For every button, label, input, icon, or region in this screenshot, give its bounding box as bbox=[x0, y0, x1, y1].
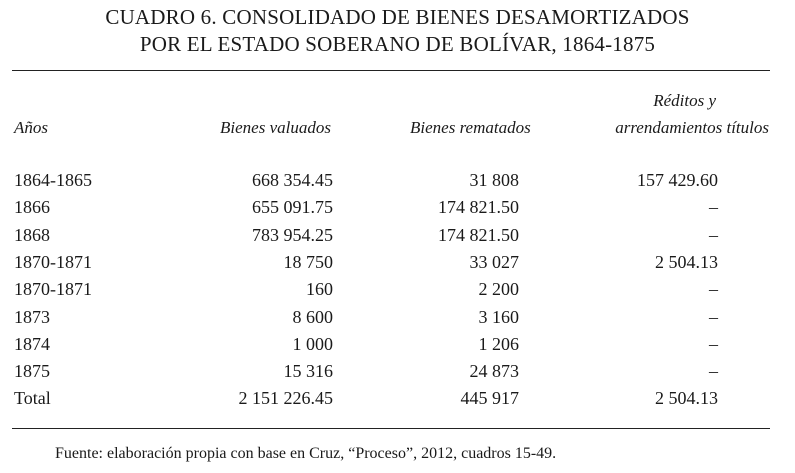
cell-bienes-valuados: 160 bbox=[306, 279, 333, 299]
cell-reditos: – bbox=[709, 334, 718, 354]
top-rule bbox=[12, 70, 770, 71]
cell-reditos: 157 429.60 bbox=[637, 170, 718, 190]
cell-bienes-rematados: 1 206 bbox=[478, 334, 520, 354]
cell-reditos: – bbox=[709, 225, 718, 245]
cell-bienes-rematados: 24 873 bbox=[469, 361, 520, 381]
cell-reditos: – bbox=[709, 197, 718, 217]
cell-bienes-valuados: 1 000 bbox=[292, 334, 334, 354]
cell-reditos: 2 504.13 bbox=[655, 388, 718, 408]
table-title-line-2: POR EL ESTADO SOBERANO DE BOLÍVAR, 1864-… bbox=[139, 32, 656, 56]
cell-bienes-valuados: 18 750 bbox=[283, 252, 334, 272]
cell-reditos: – bbox=[709, 279, 718, 299]
cell-bienes-rematados: 3 160 bbox=[478, 307, 520, 327]
header-reditos-line-1: Réditos y bbox=[653, 91, 716, 110]
cell-bienes-rematados: 174 821.50 bbox=[438, 225, 519, 245]
cell-year: 1870-1871 bbox=[14, 252, 92, 272]
cell-year: 1864-1865 bbox=[14, 170, 92, 190]
cell-bienes-valuados: 668 354.45 bbox=[252, 170, 333, 190]
cell-year: 1874 bbox=[14, 334, 50, 354]
cell-bienes-rematados: 2 200 bbox=[478, 279, 520, 299]
source-note: Fuente: elaboración propia con base en C… bbox=[55, 445, 557, 462]
header-bienes-rematados: Bienes rematados bbox=[410, 118, 531, 137]
bottom-rule bbox=[12, 428, 770, 429]
cell-bienes-rematados: 33 027 bbox=[469, 252, 520, 272]
cell-year: 1873 bbox=[14, 307, 50, 327]
cell-bienes-rematados: 31 808 bbox=[469, 170, 520, 190]
cell-bienes-valuados: 2 151 226.45 bbox=[238, 388, 334, 408]
cell-year: Total bbox=[14, 388, 51, 408]
cell-reditos: 2 504.13 bbox=[655, 252, 718, 272]
cell-year: 1870-1871 bbox=[14, 279, 92, 299]
table-title-line-1: CUADRO 6. CONSOLIDADO DE BIENES DESAMORT… bbox=[105, 5, 690, 29]
cell-bienes-valuados: 8 600 bbox=[292, 307, 334, 327]
header-years: Años bbox=[14, 118, 48, 137]
cell-bienes-rematados: 445 917 bbox=[460, 388, 520, 408]
header-reditos-line-2: arrendamientos títulos bbox=[615, 118, 769, 137]
cell-reditos: – bbox=[709, 361, 718, 381]
header-bienes-valuados: Bienes valuados bbox=[220, 118, 331, 137]
cell-year: 1866 bbox=[14, 197, 50, 217]
cell-bienes-valuados: 655 091.75 bbox=[252, 197, 333, 217]
cell-year: 1868 bbox=[14, 225, 50, 245]
cell-year: 1875 bbox=[14, 361, 50, 381]
cell-bienes-valuados: 783 954.25 bbox=[252, 225, 333, 245]
cell-bienes-rematados: 174 821.50 bbox=[438, 197, 519, 217]
cell-reditos: – bbox=[709, 307, 718, 327]
cell-bienes-valuados: 15 316 bbox=[283, 361, 334, 381]
